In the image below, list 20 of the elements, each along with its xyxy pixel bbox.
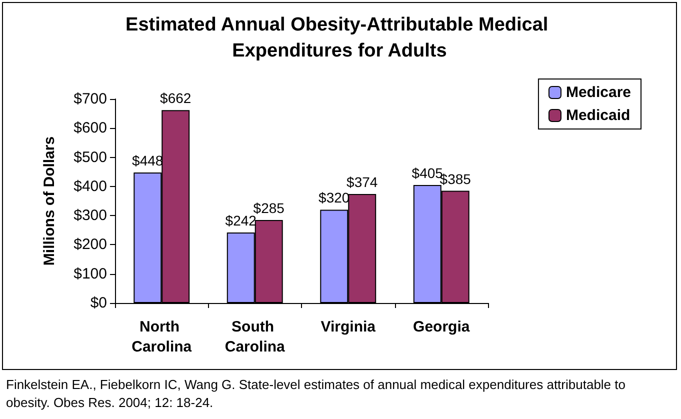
y-axis-title: Millions of Dollars — [41, 136, 58, 266]
y-tick-label: $600 — [74, 120, 107, 137]
y-tick-label: $400 — [74, 178, 107, 195]
x-tick-label: Virginia — [320, 318, 376, 336]
y-tick-label: $100 — [74, 265, 107, 282]
chart-title: Estimated Annual Obesity-Attributable Medical Expenditures for Adults — [126, 14, 554, 62]
data-label: $374 — [346, 174, 378, 190]
y-tick-label: $700 — [74, 90, 107, 108]
data-label: $662 — [160, 90, 192, 106]
y-tick-label: $300 — [74, 207, 107, 224]
y-tick-label: $200 — [74, 236, 107, 254]
x-tick-label: Georgia — [413, 318, 470, 336]
data-label: $405 — [412, 164, 444, 181]
y-tick-label: $500 — [74, 148, 107, 166]
legend-label: Medicare — [566, 84, 632, 101]
x-tick-label: South Carolina — [224, 318, 286, 356]
text: Finkelstein EA., Fiebelkorn IC, Wang G. State-level estimates of annual medical expenditures attributable to obesity. Obes Res. 2004; 12: 18-24. — [6, 376, 626, 412]
y-tick-label: $0 — [90, 294, 107, 312]
x-tick-label: North Carolina — [132, 318, 192, 356]
legend-label: Medicaid — [566, 107, 630, 124]
